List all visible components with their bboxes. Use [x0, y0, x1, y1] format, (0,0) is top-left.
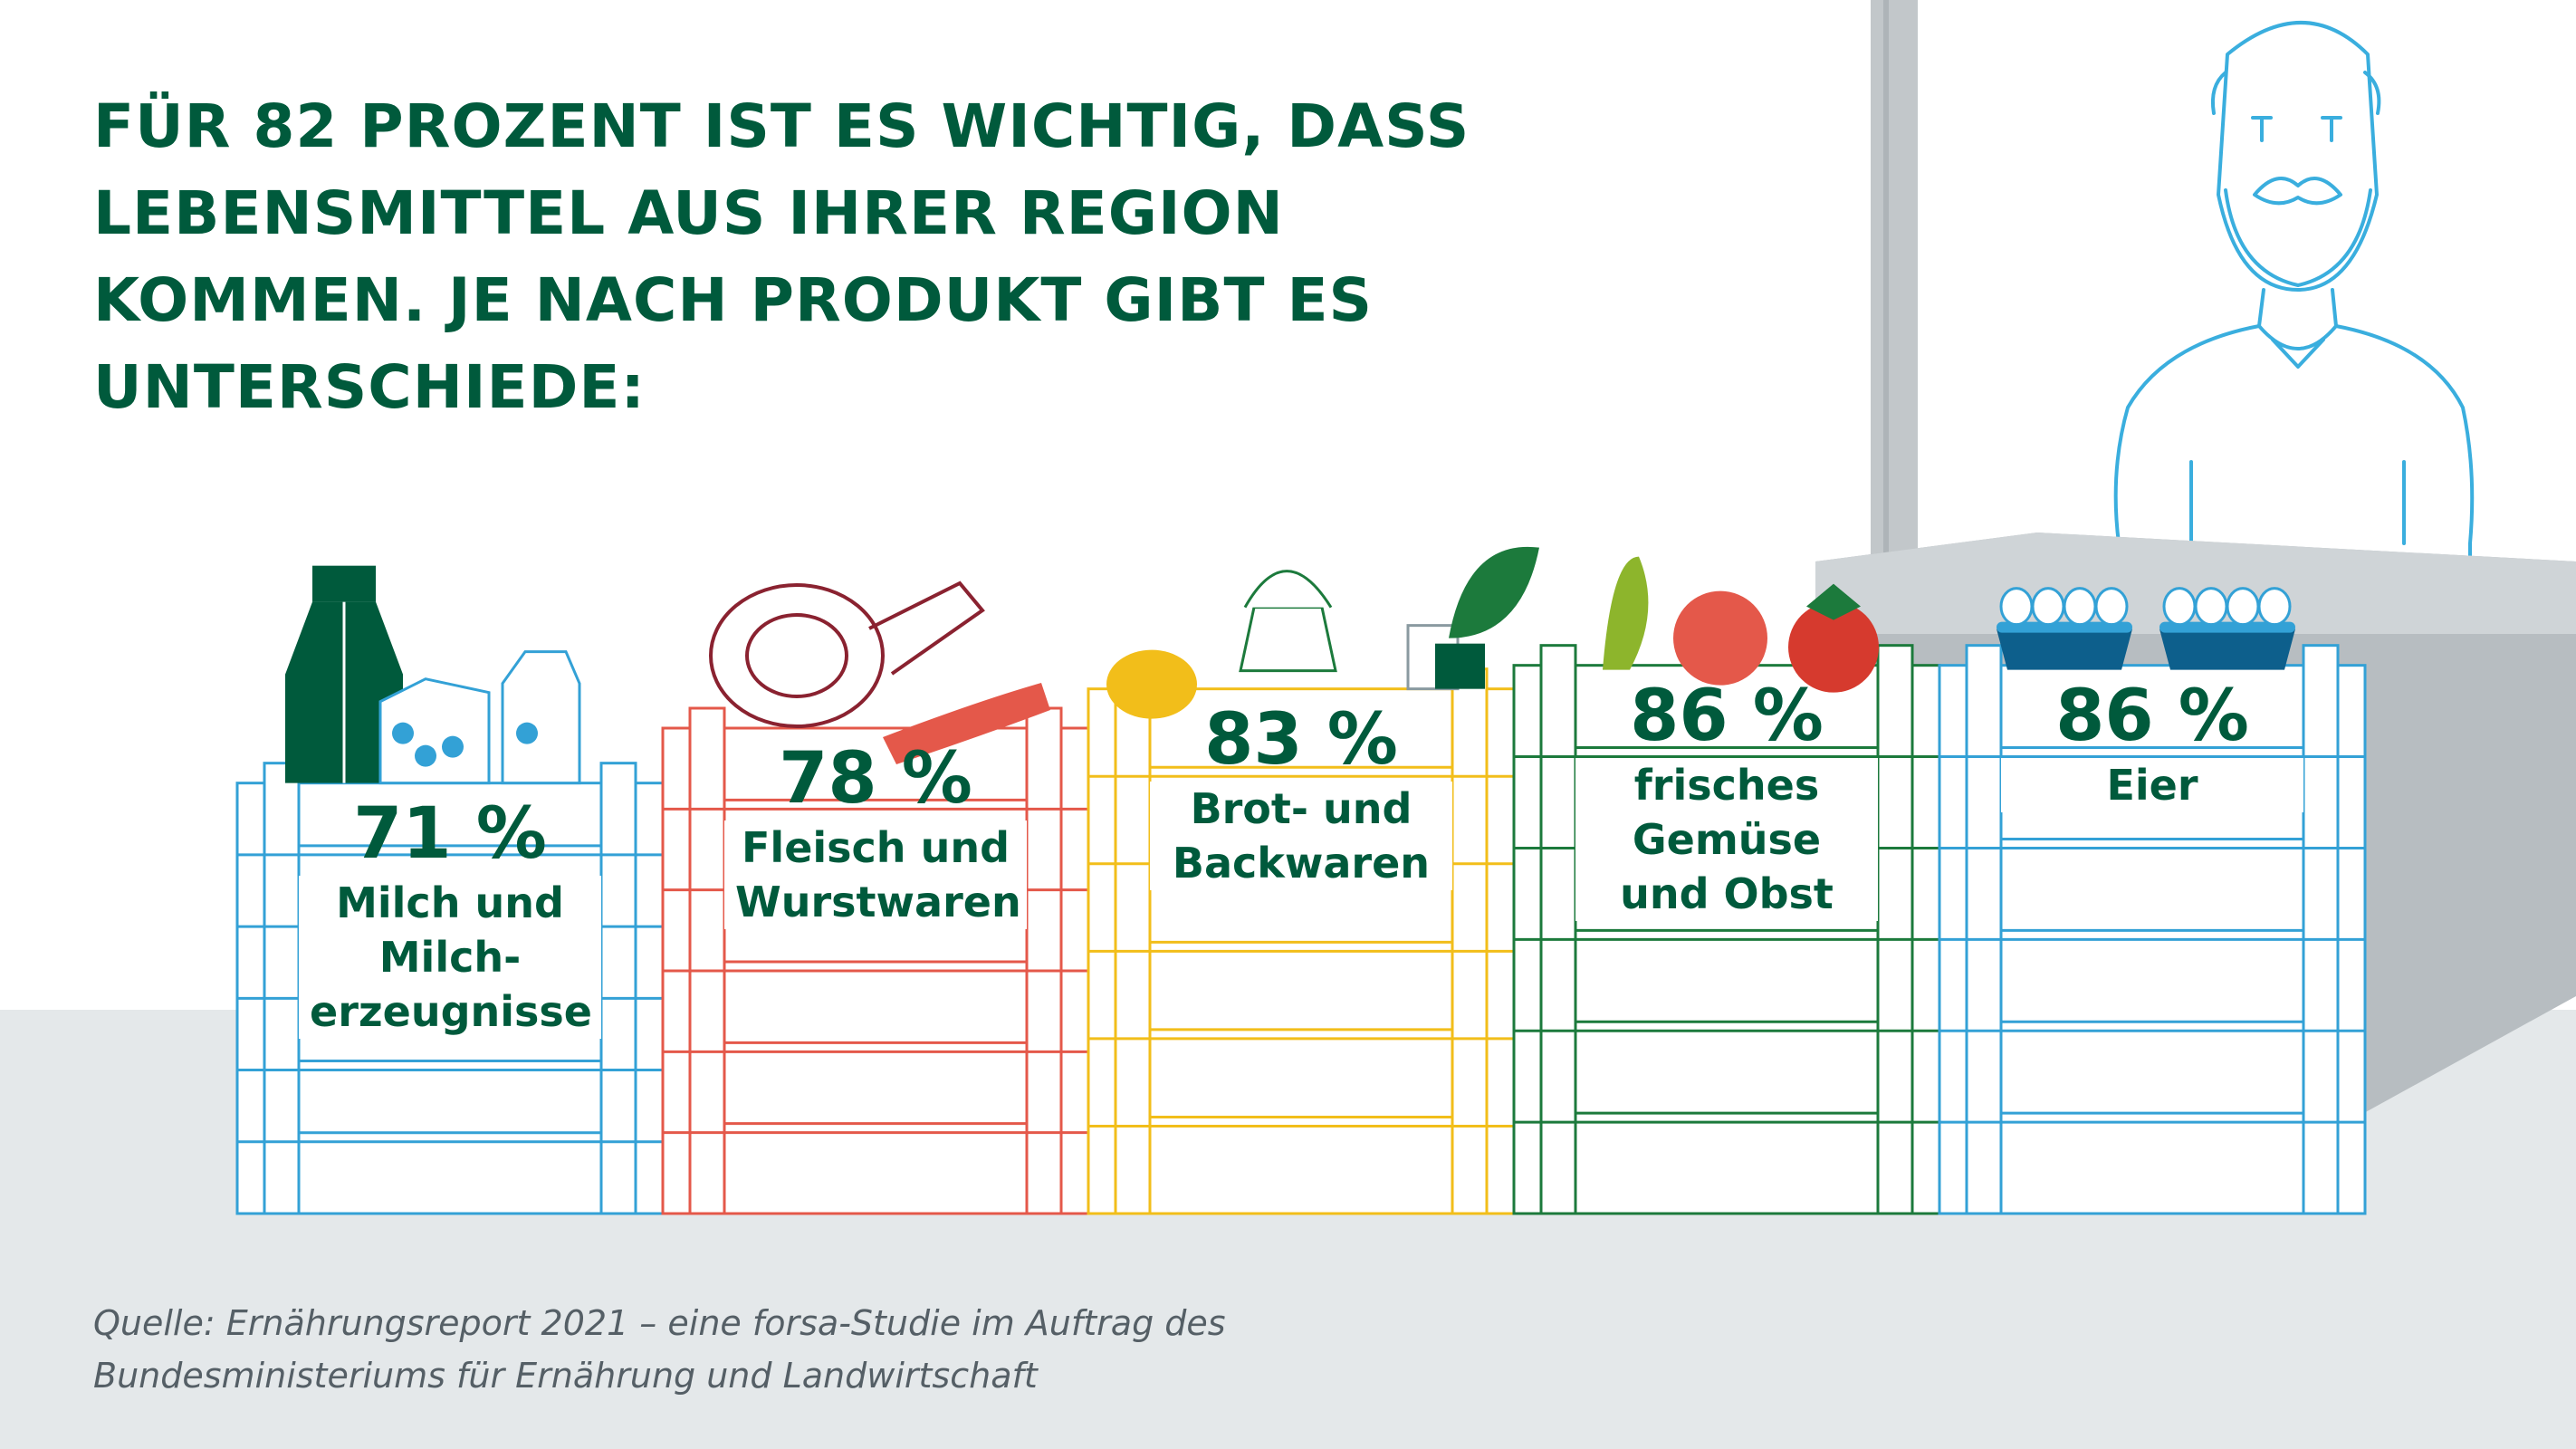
pear-icon — [1603, 556, 1649, 670]
crate-post-right — [599, 762, 637, 1215]
egg-icon — [2194, 587, 2228, 627]
crate-4 — [1512, 644, 1941, 1215]
crate-text-1: 71 % Milch und Milch- erzeugnisse — [299, 792, 601, 1039]
egg-box — [1997, 629, 2132, 670]
crate-3 — [1087, 667, 1516, 1215]
category-label: Brot- und Backwaren — [1150, 781, 1452, 890]
crate-2 — [661, 706, 1090, 1215]
category-label: Eier — [2001, 757, 2303, 812]
cheese-icon — [378, 677, 491, 785]
egg-icon — [2226, 587, 2260, 627]
cheese-hole — [442, 735, 464, 758]
cupcake-icon — [1239, 570, 1337, 673]
tomato-icon — [1788, 601, 1879, 693]
value-label: 86 % — [1630, 675, 1824, 757]
cheese-hole — [415, 744, 436, 767]
egg-icon — [2257, 587, 2292, 627]
milk-carton-icon — [285, 565, 403, 783]
egg-icon — [2031, 587, 2065, 627]
value-label: 71 % — [353, 792, 547, 875]
category-label: Milch und Milch- erzeugnisse — [299, 875, 601, 1039]
fruit-icon — [1673, 583, 1879, 693]
value-label: 83 % — [1204, 698, 1398, 781]
source-note: Quelle: Ernährungsreport 2021 – eine for… — [93, 1303, 1226, 1396]
crate-text-5: 86 % Eier — [2001, 675, 2303, 812]
crate-post-left — [1965, 644, 2003, 1215]
bread-icon — [1106, 624, 1485, 719]
crate-text-2: 78 % Fleisch und Wurstwaren — [724, 737, 1027, 929]
egg-box — [2159, 629, 2295, 670]
crate-post-right — [2302, 644, 2340, 1215]
leaf-icon — [1449, 546, 1539, 638]
apple-icon — [1673, 590, 1767, 686]
category-label: frisches Gemüse und Obst — [1575, 757, 1878, 921]
category-label: Fleisch und Wurstwaren — [724, 820, 1027, 929]
crate-post-left — [1539, 644, 1577, 1215]
egg-icon — [2063, 587, 2097, 627]
egg-icon — [2162, 587, 2197, 627]
egg-icon — [1999, 587, 2034, 627]
cheese-hole — [392, 722, 414, 744]
crate-post-right — [1876, 644, 1914, 1215]
farmer-illustration — [2113, 21, 2475, 581]
headline: FÜR 82 PROZENT IST ES WICHTIG, DASS LEBE… — [93, 91, 1470, 422]
yogurt-pack-icon — [501, 650, 581, 785]
crate-5 — [1938, 644, 2367, 1215]
egg-carton-icon — [1997, 587, 2295, 670]
crate-post-right — [1025, 706, 1063, 1215]
crate-text-3: 83 % Brot- und Backwaren — [1150, 698, 1452, 890]
vegetables-icon — [1449, 546, 1649, 670]
value-label: 78 % — [779, 738, 972, 820]
crate-post-left — [263, 762, 301, 1215]
crate-text-4: 86 % frisches Gemüse und Obst — [1575, 675, 1878, 921]
value-label: 86 % — [2055, 675, 2249, 757]
sausage-icon — [883, 683, 1050, 764]
crate-post-left — [688, 706, 726, 1215]
jar-icon — [1435, 643, 1485, 689]
ham-icon — [709, 581, 985, 728]
crate-post-right — [1451, 667, 1489, 1215]
crate-post-left — [1114, 667, 1152, 1215]
egg-icon — [2094, 587, 2129, 627]
